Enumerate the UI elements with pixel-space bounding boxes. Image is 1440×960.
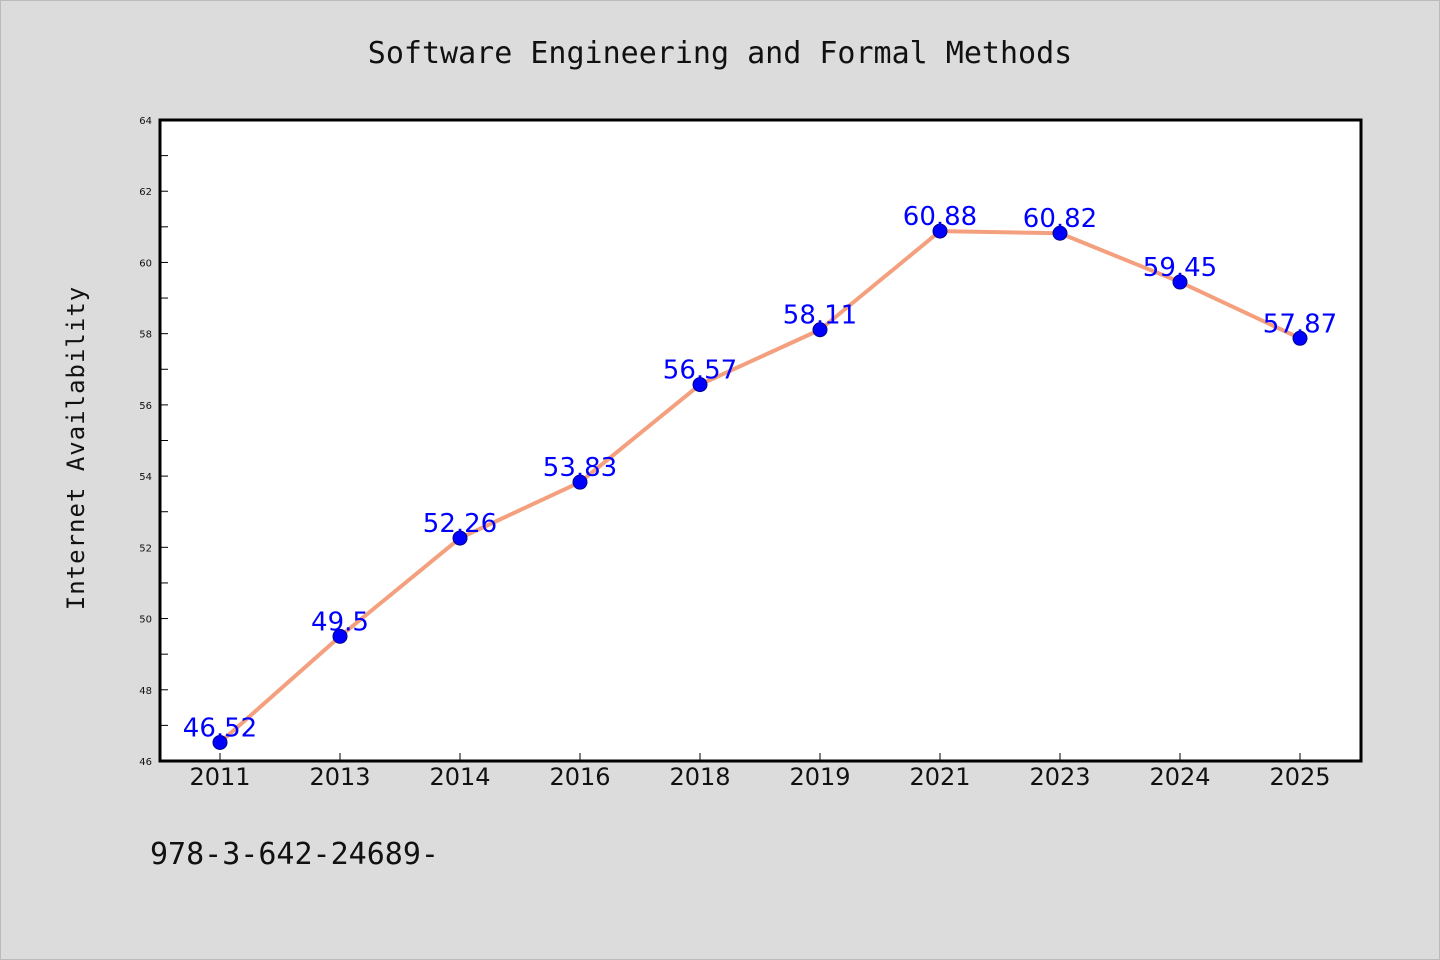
x-tick-label: 2014 xyxy=(429,763,490,791)
data-label: 57.87 xyxy=(1263,309,1337,339)
x-tick-label: 2019 xyxy=(789,763,850,791)
data-label: 60.88 xyxy=(903,202,977,232)
data-point xyxy=(572,474,588,490)
data-point xyxy=(932,223,948,239)
footer-isbn-text: 978-3-642-24689- xyxy=(150,837,439,872)
data-label: 49.5 xyxy=(311,607,369,637)
y-tick-label: 58 xyxy=(139,330,152,341)
y-tick-label: 56 xyxy=(139,401,152,412)
chart-title: Software Engineering and Formal Methods xyxy=(368,36,1072,71)
series-group xyxy=(212,223,1308,750)
y-tick-label: 64 xyxy=(139,116,152,127)
x-tick-label: 2016 xyxy=(549,763,610,791)
x-tick-label: 2013 xyxy=(309,763,370,791)
data-point xyxy=(332,628,348,644)
data-point xyxy=(812,322,828,338)
x-tick-label: 2025 xyxy=(1269,763,1330,791)
series-line xyxy=(218,229,1302,745)
y-tick-label: 52 xyxy=(139,543,152,554)
x-tick-label: 2023 xyxy=(1029,763,1090,791)
data-labels-group: 46.52 49.5 52.26 53.83 56.57 58.11 60.88 60.82 5… xyxy=(183,202,1337,743)
y-tick-label: 62 xyxy=(139,187,152,198)
y-tick-label: 48 xyxy=(139,686,152,697)
x-axis: 2011 2013 2014 2016 2018 2019 2021 2023 2024 2025 xyxy=(189,753,1331,791)
y-axis-label: Internet Availability xyxy=(62,286,90,610)
plot-area xyxy=(160,120,1361,761)
data-point xyxy=(1172,274,1188,290)
data-label: 60.82 xyxy=(1023,204,1097,234)
data-label: 58.11 xyxy=(783,301,857,331)
data-point xyxy=(1292,330,1308,346)
plot-frame xyxy=(158,118,1363,763)
data-point xyxy=(452,530,468,546)
data-label: 56.57 xyxy=(663,356,737,386)
y-tick-label: 50 xyxy=(139,615,152,626)
data-point xyxy=(1052,225,1068,241)
y-tick-label: 54 xyxy=(139,472,152,483)
x-tick-label: 2018 xyxy=(669,763,730,791)
y-tick-label: 60 xyxy=(139,258,152,269)
data-point xyxy=(692,377,708,393)
y-tick-label: 46 xyxy=(139,757,152,768)
x-tick-label: 2024 xyxy=(1149,763,1210,791)
data-label: 52.26 xyxy=(423,509,497,539)
data-point xyxy=(212,734,228,750)
x-tick-label: 2011 xyxy=(189,763,250,791)
y-axis: 46 48 50 52 54 56 58 60 62 64 xyxy=(139,116,168,768)
x-tick-label: 2021 xyxy=(909,763,970,791)
data-label: 59.45 xyxy=(1143,253,1217,283)
data-label: 46.52 xyxy=(183,713,257,743)
data-label: 53.83 xyxy=(543,453,617,483)
